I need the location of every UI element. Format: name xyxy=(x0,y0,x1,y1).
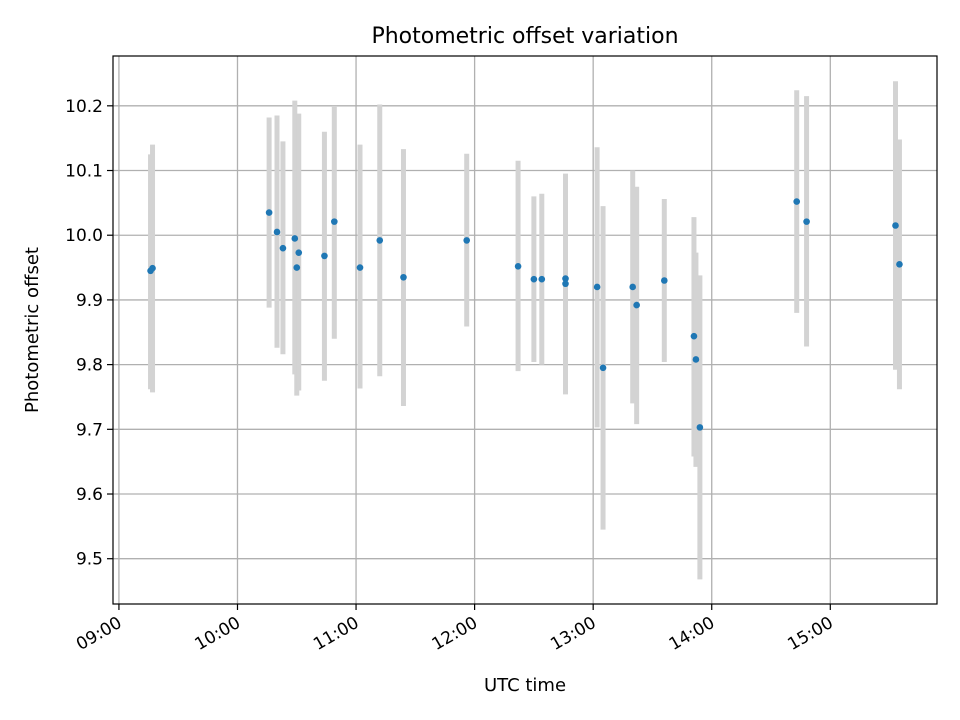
data-point xyxy=(149,264,156,272)
x-tick-label: 15:00 xyxy=(784,613,836,655)
data-point xyxy=(273,228,281,236)
data-point xyxy=(291,235,299,242)
data-point xyxy=(633,301,640,309)
data-point xyxy=(293,264,301,271)
data-point xyxy=(793,198,801,205)
x-axis-label: UTC time xyxy=(484,675,566,696)
x-tick-label: 13:00 xyxy=(547,613,599,655)
data-point xyxy=(321,252,328,260)
y-tick-label: 10.0 xyxy=(65,226,103,246)
data-point xyxy=(562,280,569,288)
data-point xyxy=(538,275,546,283)
data-point xyxy=(265,209,273,216)
y-tick-label: 10.2 xyxy=(65,97,103,117)
data-point xyxy=(599,364,607,372)
data-point xyxy=(331,218,338,225)
y-tick-label: 9.7 xyxy=(76,420,103,440)
data-point xyxy=(400,273,407,281)
data-point xyxy=(356,264,364,271)
data-point xyxy=(692,356,700,363)
y-tick-label: 9.6 xyxy=(76,485,103,505)
x-tick-label: 12:00 xyxy=(429,613,481,655)
x-tick-label: 09:00 xyxy=(73,613,125,655)
data-point xyxy=(295,249,303,256)
data-point xyxy=(279,244,287,252)
data-point xyxy=(629,283,636,291)
grid xyxy=(113,56,937,604)
data-point xyxy=(562,275,569,282)
y-tick-label: 9.9 xyxy=(76,291,103,311)
y-tick-label: 10.1 xyxy=(65,162,103,182)
plot-area xyxy=(112,55,938,605)
data-point xyxy=(530,275,538,283)
data-point xyxy=(661,277,668,284)
data-point xyxy=(896,261,903,268)
y-tick-label: 9.8 xyxy=(76,356,103,376)
y-tick-label: 9.5 xyxy=(76,550,103,570)
chart-title: Photometric offset variation xyxy=(371,24,678,49)
data-point xyxy=(892,222,899,229)
axis-ticks: 9.5 9.6 9.7 9.8 9.9 10.0 10.1 10.2 09:00 10:00 11:… xyxy=(65,97,837,655)
data-points xyxy=(147,198,903,431)
x-tick-label: 10:00 xyxy=(192,613,244,655)
data-point xyxy=(696,424,704,431)
error-bars xyxy=(148,81,902,580)
x-tick-label: 14:00 xyxy=(666,613,718,655)
y-axis-label: Photometric offset xyxy=(22,247,43,413)
data-point xyxy=(593,283,601,291)
data-point xyxy=(803,218,810,225)
data-point xyxy=(463,237,471,244)
x-tick-label: 11:00 xyxy=(310,613,362,655)
data-point xyxy=(514,262,522,270)
data-point xyxy=(690,332,698,340)
data-point xyxy=(376,237,384,244)
